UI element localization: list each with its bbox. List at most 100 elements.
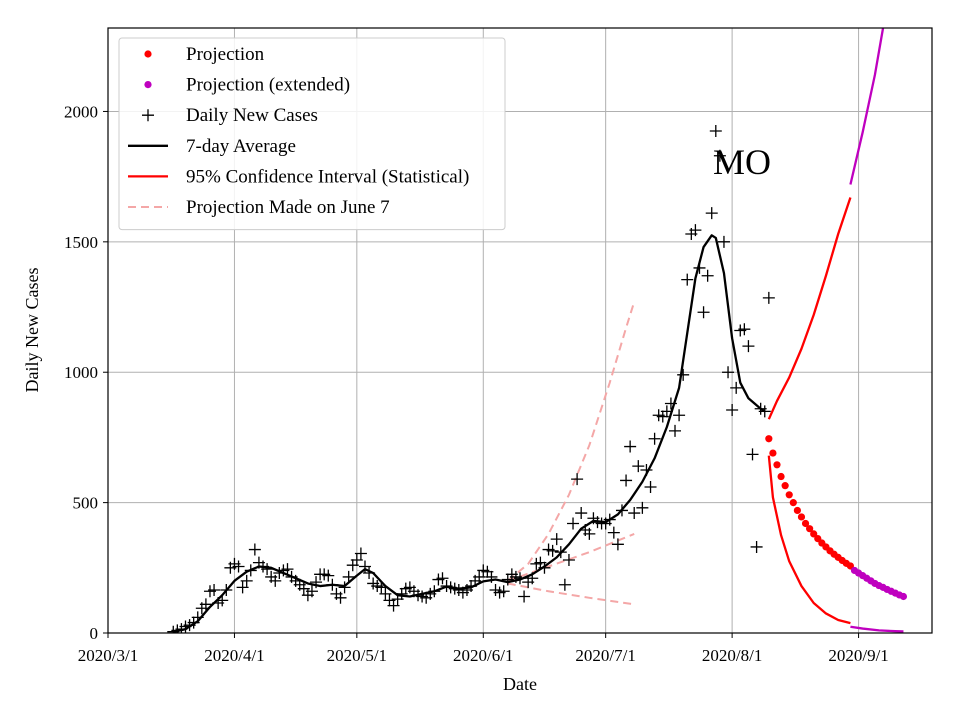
daily-case-point xyxy=(677,368,690,381)
y-tick-label: 2000 xyxy=(64,102,98,121)
7-day-average-line xyxy=(173,234,766,633)
daily-case-point xyxy=(681,273,694,286)
daily-case-point xyxy=(514,572,526,585)
legend-label: Projection Made on June 7 xyxy=(186,197,390,218)
x-tick-label: 2020/6/1 xyxy=(453,646,513,665)
projection-point xyxy=(785,491,793,499)
daily-case-point xyxy=(571,473,584,486)
daily-case-point xyxy=(673,409,686,422)
daily-case-point xyxy=(575,507,588,520)
daily-case-point xyxy=(310,576,323,589)
daily-case-point xyxy=(281,563,294,576)
daily-case-point xyxy=(326,578,339,591)
legend-box xyxy=(118,37,506,231)
plot-area xyxy=(167,28,908,633)
projection-point xyxy=(781,482,789,490)
daily-case-point xyxy=(750,540,763,553)
daily-case-point xyxy=(338,581,351,594)
daily-case-point xyxy=(717,235,730,248)
daily-case-point xyxy=(624,440,637,453)
daily-case-point xyxy=(473,570,486,583)
daily-case-point xyxy=(518,590,531,603)
daily-case-point xyxy=(567,517,580,530)
daily-case-point xyxy=(305,585,318,598)
legend-label: Projection xyxy=(186,44,265,65)
daily-case-point xyxy=(220,583,233,596)
daily-case-point xyxy=(199,598,212,611)
daily-case-point xyxy=(632,460,645,473)
x-tick-label: 2020/9/1 xyxy=(828,646,888,665)
daily-case-point xyxy=(497,585,510,598)
x-tick-label: 2020/4/1 xyxy=(204,646,264,665)
daily-case-point xyxy=(354,547,367,560)
legend: Projection Projection (extended) Daily New… xyxy=(118,37,506,231)
legend-label: Daily New Cases xyxy=(186,105,318,126)
daily-case-point xyxy=(216,594,229,607)
series-line xyxy=(507,532,635,582)
daily-case-point xyxy=(636,501,649,514)
projection-point xyxy=(773,461,781,469)
daily-case-point xyxy=(758,405,771,418)
daily-case-point xyxy=(363,567,376,580)
daily-case-point xyxy=(322,569,335,582)
axes: 2020/3/1 2020/4/1 2020/5/1 2020/6/1 2020/7/1… xyxy=(64,102,889,665)
legend-marker xyxy=(144,81,152,89)
daily-case-point xyxy=(248,543,261,556)
daily-case-point xyxy=(620,474,633,487)
daily-case-point xyxy=(350,553,363,566)
projection-point xyxy=(789,499,797,507)
projection-point xyxy=(769,449,777,457)
projection-point xyxy=(777,472,785,481)
y-axis-label: Daily New Cases xyxy=(22,268,42,393)
y-tick-label: 500 xyxy=(73,494,99,513)
y-tick-label: 1000 xyxy=(64,363,98,382)
daily-case-point xyxy=(342,570,355,583)
daily-case-point xyxy=(436,572,449,585)
daily-case-point xyxy=(603,513,616,526)
y-tick-label: 1500 xyxy=(64,233,98,252)
daily-case-point xyxy=(730,381,743,394)
x-tick-label: 2020/5/1 xyxy=(327,646,387,665)
daily-case-point xyxy=(244,564,257,577)
y-tick-label: 0 xyxy=(90,624,99,643)
daily-case-point xyxy=(191,611,204,624)
projection-point xyxy=(793,506,801,515)
daily-case-point xyxy=(738,323,751,336)
projection-point xyxy=(810,530,818,538)
daily-case-point xyxy=(387,599,400,612)
daily-case-point xyxy=(546,544,559,557)
daily-case-point xyxy=(628,507,641,520)
daily-case-point xyxy=(240,574,253,587)
series-group xyxy=(167,28,908,633)
legend-marker xyxy=(144,50,152,58)
x-tick-label: 2020/8/1 xyxy=(702,646,762,665)
daily-case-point xyxy=(722,366,735,379)
legend-label: Projection (extended) xyxy=(186,75,350,96)
daily-case-point xyxy=(697,306,710,319)
daily-case-point xyxy=(583,527,596,540)
daily-case-point xyxy=(550,533,563,546)
x-axis-label: Date xyxy=(503,674,537,694)
daily-case-point xyxy=(709,125,722,138)
daily-case-point xyxy=(562,553,575,566)
daily-case-point xyxy=(558,578,571,591)
daily-case-point xyxy=(607,526,620,539)
daily-case-point xyxy=(713,149,726,162)
daily-case-point xyxy=(538,561,551,574)
x-tick-label: 2020/7/1 xyxy=(575,646,635,665)
plot-frame xyxy=(107,27,933,634)
daily-case-point xyxy=(236,581,249,594)
state-annotation: MO xyxy=(713,142,771,182)
daily-case-point xyxy=(660,405,673,418)
daily-case-point xyxy=(611,538,624,551)
projection-point xyxy=(801,519,810,528)
daily-case-point xyxy=(485,570,498,583)
daily-case-point xyxy=(648,432,661,445)
x-tick-label: 2020/3/1 xyxy=(78,646,138,665)
legend-marker xyxy=(142,109,154,122)
series-line xyxy=(849,28,885,185)
daily-case-point xyxy=(615,504,628,517)
daily-case-point xyxy=(726,404,739,417)
95-confidence-interval-statistical-line xyxy=(767,197,852,420)
